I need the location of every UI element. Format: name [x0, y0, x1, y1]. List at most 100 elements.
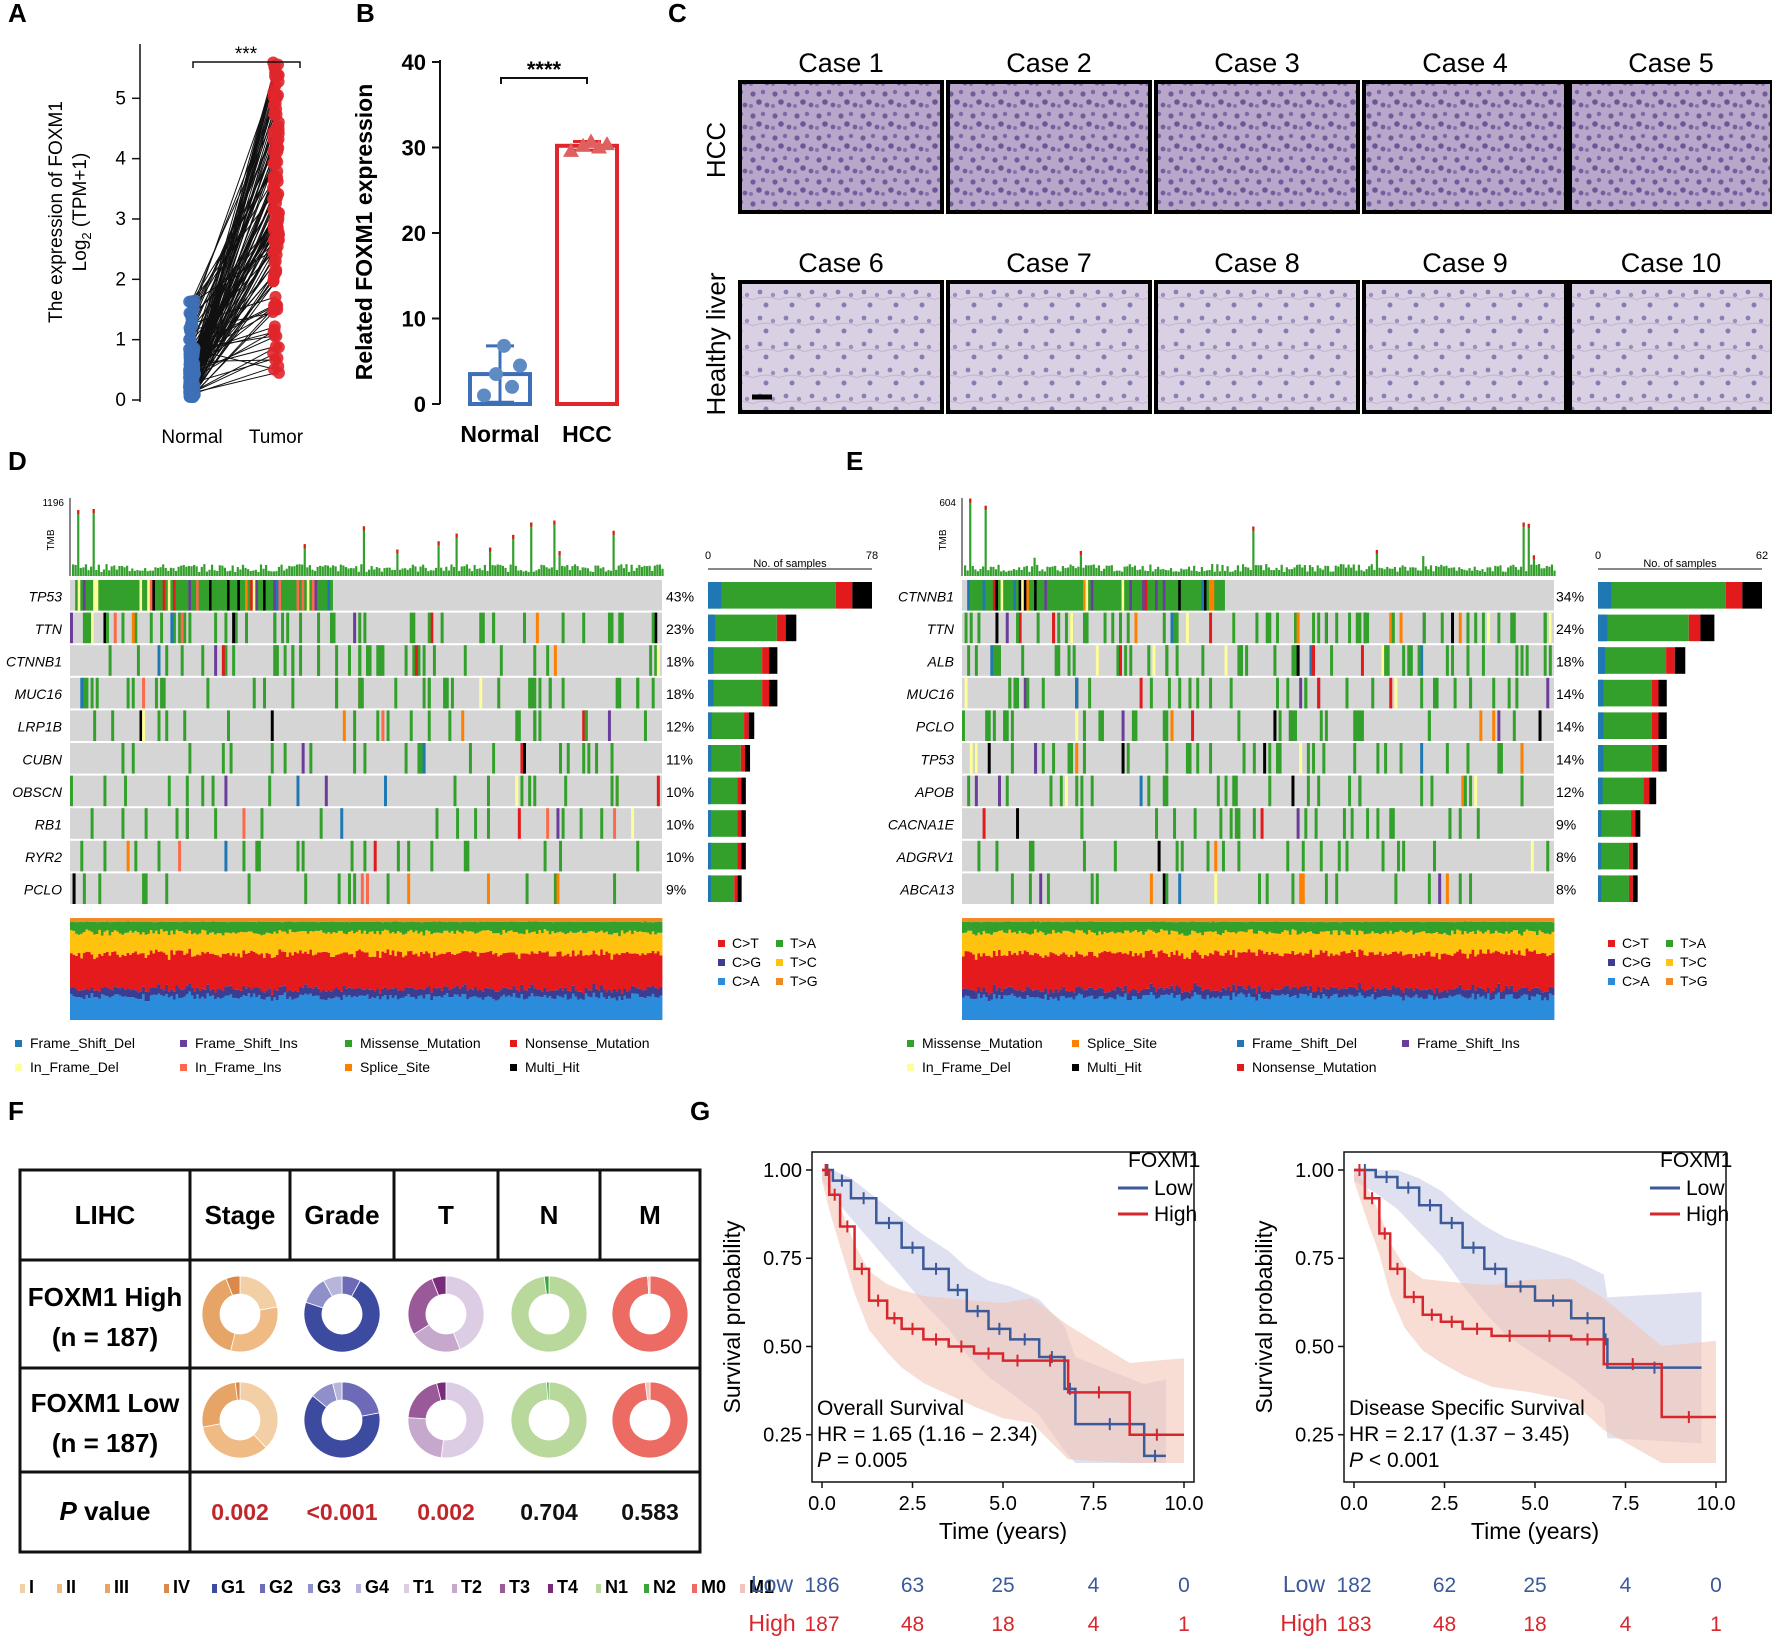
mutation-legend-swatch — [15, 1040, 22, 1047]
titv-segment — [463, 922, 467, 931]
tmb-bar — [1113, 571, 1116, 576]
onco-mutation-cell — [1260, 808, 1264, 839]
onco-mutation-cell — [1396, 840, 1400, 872]
titv-segment — [80, 958, 84, 991]
titv-segment — [481, 930, 485, 953]
titv-segment — [1415, 994, 1418, 1020]
onco-mutation-cell — [1427, 710, 1431, 741]
mutation-legend-label: Nonsense_Mutation — [1252, 1059, 1377, 1075]
titv-segment — [95, 918, 99, 923]
titv-segment — [384, 918, 387, 922]
titv-segment — [602, 918, 606, 922]
titv-segment — [571, 993, 575, 1020]
onco-mutation-cell — [1155, 580, 1159, 611]
onco-mutation-cell — [1119, 612, 1122, 644]
onco-mutation-cell — [1515, 677, 1519, 709]
onco-mutation-cell — [546, 808, 550, 839]
titv-segment — [1196, 994, 1200, 1020]
a-tumor-point — [271, 69, 284, 82]
tmb-label: TMB — [46, 529, 57, 550]
onco-mutation-cell — [1142, 580, 1146, 611]
onco-mutation-cell — [116, 580, 120, 611]
titv-segment — [982, 988, 986, 995]
tmb-bar — [496, 564, 499, 576]
onco-mutation-cell — [1170, 710, 1174, 741]
onco-mutation-cell — [1165, 710, 1169, 741]
titv-segment — [1384, 996, 1388, 1020]
titv-segment — [198, 918, 202, 923]
titv-segment — [430, 1000, 434, 1020]
tmb-bar — [535, 570, 538, 576]
titv-segment — [162, 996, 166, 1020]
titv-segment — [1010, 954, 1014, 988]
onco-mutation-cell — [165, 645, 169, 676]
titv-segment — [360, 918, 364, 922]
titv-segment — [1100, 952, 1104, 989]
titv-segment — [1317, 987, 1321, 996]
titv-legend-swatch — [1608, 959, 1615, 966]
titv-segment — [1481, 918, 1485, 922]
titv-segment — [535, 933, 539, 954]
onco-mutation-cell — [450, 677, 454, 709]
onco-mutation-cell — [1196, 743, 1200, 774]
onco-mutation-cell — [1515, 645, 1519, 676]
tmb-bar — [1229, 571, 1232, 576]
titv-segment — [1430, 918, 1434, 922]
titv-segment — [1479, 918, 1483, 922]
titv-segment — [1059, 922, 1063, 934]
titv-segment — [1021, 918, 1025, 922]
titv-segment — [1294, 954, 1298, 987]
titv-segment — [203, 921, 207, 931]
titv-segment — [569, 998, 573, 1020]
tmb-bar — [169, 567, 172, 576]
titv-segment — [1075, 951, 1079, 988]
tmb-bar — [537, 569, 541, 576]
titv-segment — [1121, 918, 1125, 922]
titv-segment — [1324, 922, 1328, 932]
titv-segment — [486, 930, 490, 952]
a-ylabel: The expression of FOXM1 — [46, 101, 67, 323]
titv-segment — [93, 921, 97, 935]
titv-segment — [600, 922, 604, 931]
titv-segment — [75, 997, 79, 1020]
tmb-bar — [1144, 570, 1147, 576]
titv-segment — [142, 922, 146, 933]
f-donut-slice — [239, 1275, 278, 1311]
onco-mutation-cell — [995, 840, 999, 872]
onco-mutation-cell — [160, 580, 164, 611]
titv-segment — [1139, 918, 1143, 922]
titv-segment — [427, 953, 431, 987]
titv-segment — [450, 918, 454, 922]
titv-segment — [1427, 918, 1431, 922]
gene-label: TTN — [927, 621, 955, 637]
titv-segment — [1332, 921, 1336, 931]
titv-segment — [523, 953, 526, 991]
titv-segment — [170, 950, 174, 990]
titv-segment — [974, 918, 978, 922]
titv-segment — [523, 921, 526, 935]
titv-segment — [378, 934, 382, 958]
titv-segment — [1350, 918, 1354, 922]
titv-segment — [1471, 949, 1475, 985]
titv-segment — [980, 918, 983, 923]
titv-segment — [108, 922, 112, 936]
titv-segment — [1466, 933, 1470, 959]
titv-legend-swatch — [1608, 940, 1615, 947]
tmb-bar — [488, 547, 492, 576]
titv-segment — [404, 918, 408, 922]
tmb-bar — [272, 571, 275, 576]
sample-bar-nonsense — [1631, 810, 1636, 837]
gene-label: LRP1B — [18, 719, 62, 735]
titv-segment — [1229, 932, 1233, 955]
onco-row-bg — [962, 710, 1554, 741]
titv-segment — [1389, 953, 1393, 990]
titv-segment — [582, 955, 586, 994]
titv-segment — [1368, 922, 1372, 934]
titv-segment — [1453, 995, 1457, 1020]
tmb-bar — [1483, 571, 1487, 576]
titv-segment — [1353, 921, 1357, 931]
onco-mutation-cell — [232, 645, 236, 676]
titv-segment — [1317, 918, 1321, 922]
titv-segment — [1304, 994, 1308, 1020]
onco-mutation-cell — [90, 580, 94, 611]
